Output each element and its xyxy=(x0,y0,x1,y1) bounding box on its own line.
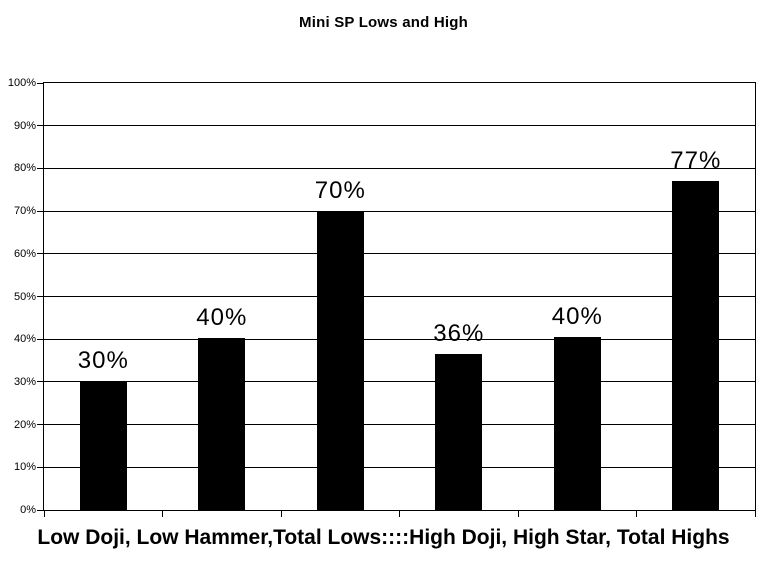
y-axis-tick-label: 0% xyxy=(20,504,36,516)
y-axis-tick-label: 100% xyxy=(7,77,36,89)
x-axis-tick xyxy=(636,511,637,517)
bar-total-lows xyxy=(316,211,364,510)
chart-title: Mini SP Lows and High xyxy=(299,14,468,31)
bar-value-label: 70% xyxy=(314,177,366,205)
y-axis-tick xyxy=(37,253,43,255)
x-axis-tick xyxy=(754,511,756,517)
y-axis-tick-label: 80% xyxy=(13,162,36,175)
x-axis-title: Low Doji, Low Hammer,Total Lows::::High … xyxy=(37,526,730,549)
plot-area: 0% 10% 20% 30% 40% 50% 60% 70% 80% 90% 100% 30% 40% 7… xyxy=(8,77,756,517)
bar-value-label: 77% xyxy=(670,147,722,175)
y-axis-tick-label: 70% xyxy=(13,205,36,218)
x-axis-tick xyxy=(399,511,400,517)
y-axis-tick-label: 50% xyxy=(13,290,36,303)
y-axis-tick-label: 90% xyxy=(13,119,36,132)
x-axis-tick xyxy=(162,511,163,517)
gridline xyxy=(44,253,755,255)
y-axis-tick xyxy=(37,338,43,340)
bar-total-highs xyxy=(672,181,720,510)
bar-high-star xyxy=(553,336,601,510)
y-axis-tick xyxy=(37,125,43,127)
bar-value-label: 40% xyxy=(196,304,248,332)
y-axis-tick xyxy=(37,466,43,468)
y-axis-tick-label: 10% xyxy=(13,461,36,474)
y-axis-tick-label: 20% xyxy=(13,418,36,431)
bar-value-label: 30% xyxy=(77,346,129,374)
bar-value-label: 40% xyxy=(551,302,603,330)
y-axis-tick-label: 40% xyxy=(13,333,36,346)
gridline xyxy=(44,338,755,340)
y-axis-tick-label: 30% xyxy=(13,375,36,388)
gridline xyxy=(44,424,755,426)
x-axis-tick xyxy=(43,511,45,517)
bar-low-doji xyxy=(79,380,127,510)
y-axis-tick xyxy=(37,424,43,426)
y-axis-tick xyxy=(37,82,43,84)
gridline xyxy=(44,125,755,127)
y-axis-tick xyxy=(37,296,43,297)
y-axis-tick xyxy=(37,381,43,383)
y-axis-tick xyxy=(37,167,43,169)
gridline xyxy=(44,167,755,169)
bar-high-doji xyxy=(435,353,483,510)
gridline xyxy=(44,296,755,297)
gridline xyxy=(44,210,755,212)
y-axis-tick xyxy=(37,509,43,511)
y-axis-tick-label: 60% xyxy=(13,247,36,260)
bar-value-label: 36% xyxy=(433,319,485,347)
gridline xyxy=(44,466,755,468)
y-axis-tick xyxy=(37,210,43,212)
x-axis-tick xyxy=(280,511,282,517)
x-axis-tick xyxy=(517,511,519,517)
bar-low-hammer xyxy=(198,338,246,510)
gridline xyxy=(44,381,755,383)
